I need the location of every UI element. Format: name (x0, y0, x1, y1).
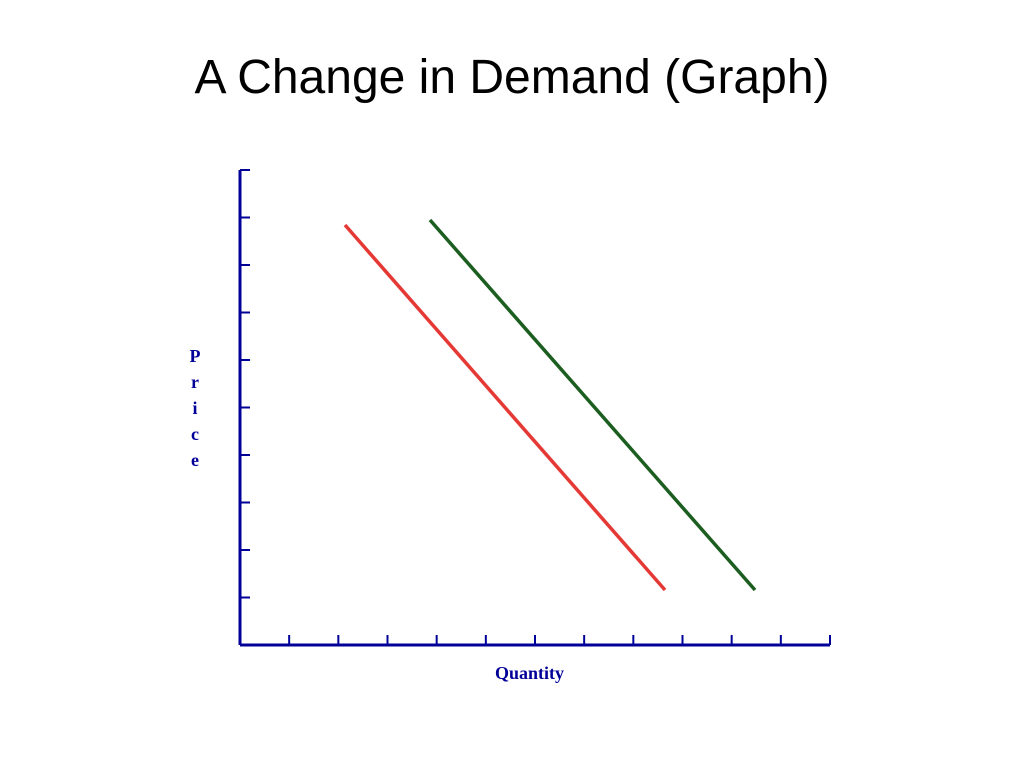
demand-original (345, 225, 665, 590)
slide-title: A Change in Demand (Graph) (0, 50, 1024, 105)
chart-svg (165, 160, 865, 720)
x-axis-label: Quantity (495, 663, 564, 684)
y-axis-label: Price (185, 343, 205, 473)
demand-chart: Price Quantity (165, 160, 865, 720)
demand-shifted (430, 220, 755, 590)
slide: A Change in Demand (Graph) Price Quantit… (0, 0, 1024, 768)
